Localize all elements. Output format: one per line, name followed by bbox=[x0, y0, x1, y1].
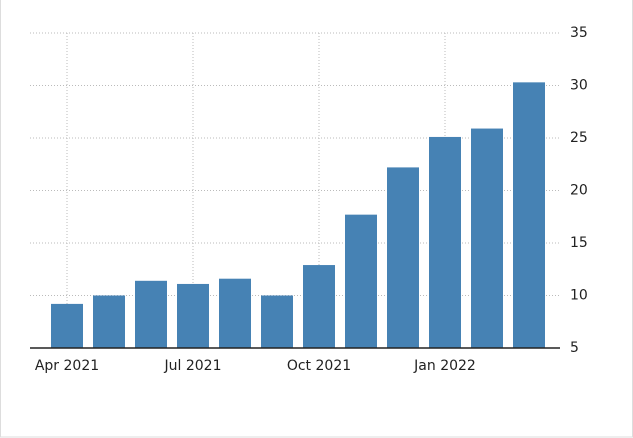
bar bbox=[345, 214, 377, 348]
x-tick-label: Apr 2021 bbox=[35, 358, 99, 374]
y-tick-label: 35 bbox=[570, 25, 588, 41]
bar bbox=[51, 303, 83, 348]
bar bbox=[513, 82, 545, 348]
bar bbox=[429, 136, 461, 348]
y-tick-label: 25 bbox=[570, 130, 588, 146]
bar bbox=[135, 280, 167, 348]
x-tick-label: Jan 2022 bbox=[413, 358, 476, 374]
y-tick-label: 20 bbox=[570, 183, 588, 199]
bar bbox=[177, 283, 209, 348]
y-tick-label: 15 bbox=[570, 235, 588, 251]
bar bbox=[93, 295, 125, 348]
y-tick-label: 10 bbox=[570, 288, 588, 304]
x-tick-label: Oct 2021 bbox=[287, 358, 351, 374]
bar bbox=[303, 265, 335, 348]
x-tick-label: Jul 2021 bbox=[164, 358, 222, 374]
bar bbox=[219, 278, 251, 348]
bar bbox=[387, 167, 419, 348]
y-tick-label: 5 bbox=[570, 340, 579, 356]
bar bbox=[261, 295, 293, 348]
bar bbox=[471, 128, 503, 348]
y-tick-label: 30 bbox=[570, 78, 588, 94]
